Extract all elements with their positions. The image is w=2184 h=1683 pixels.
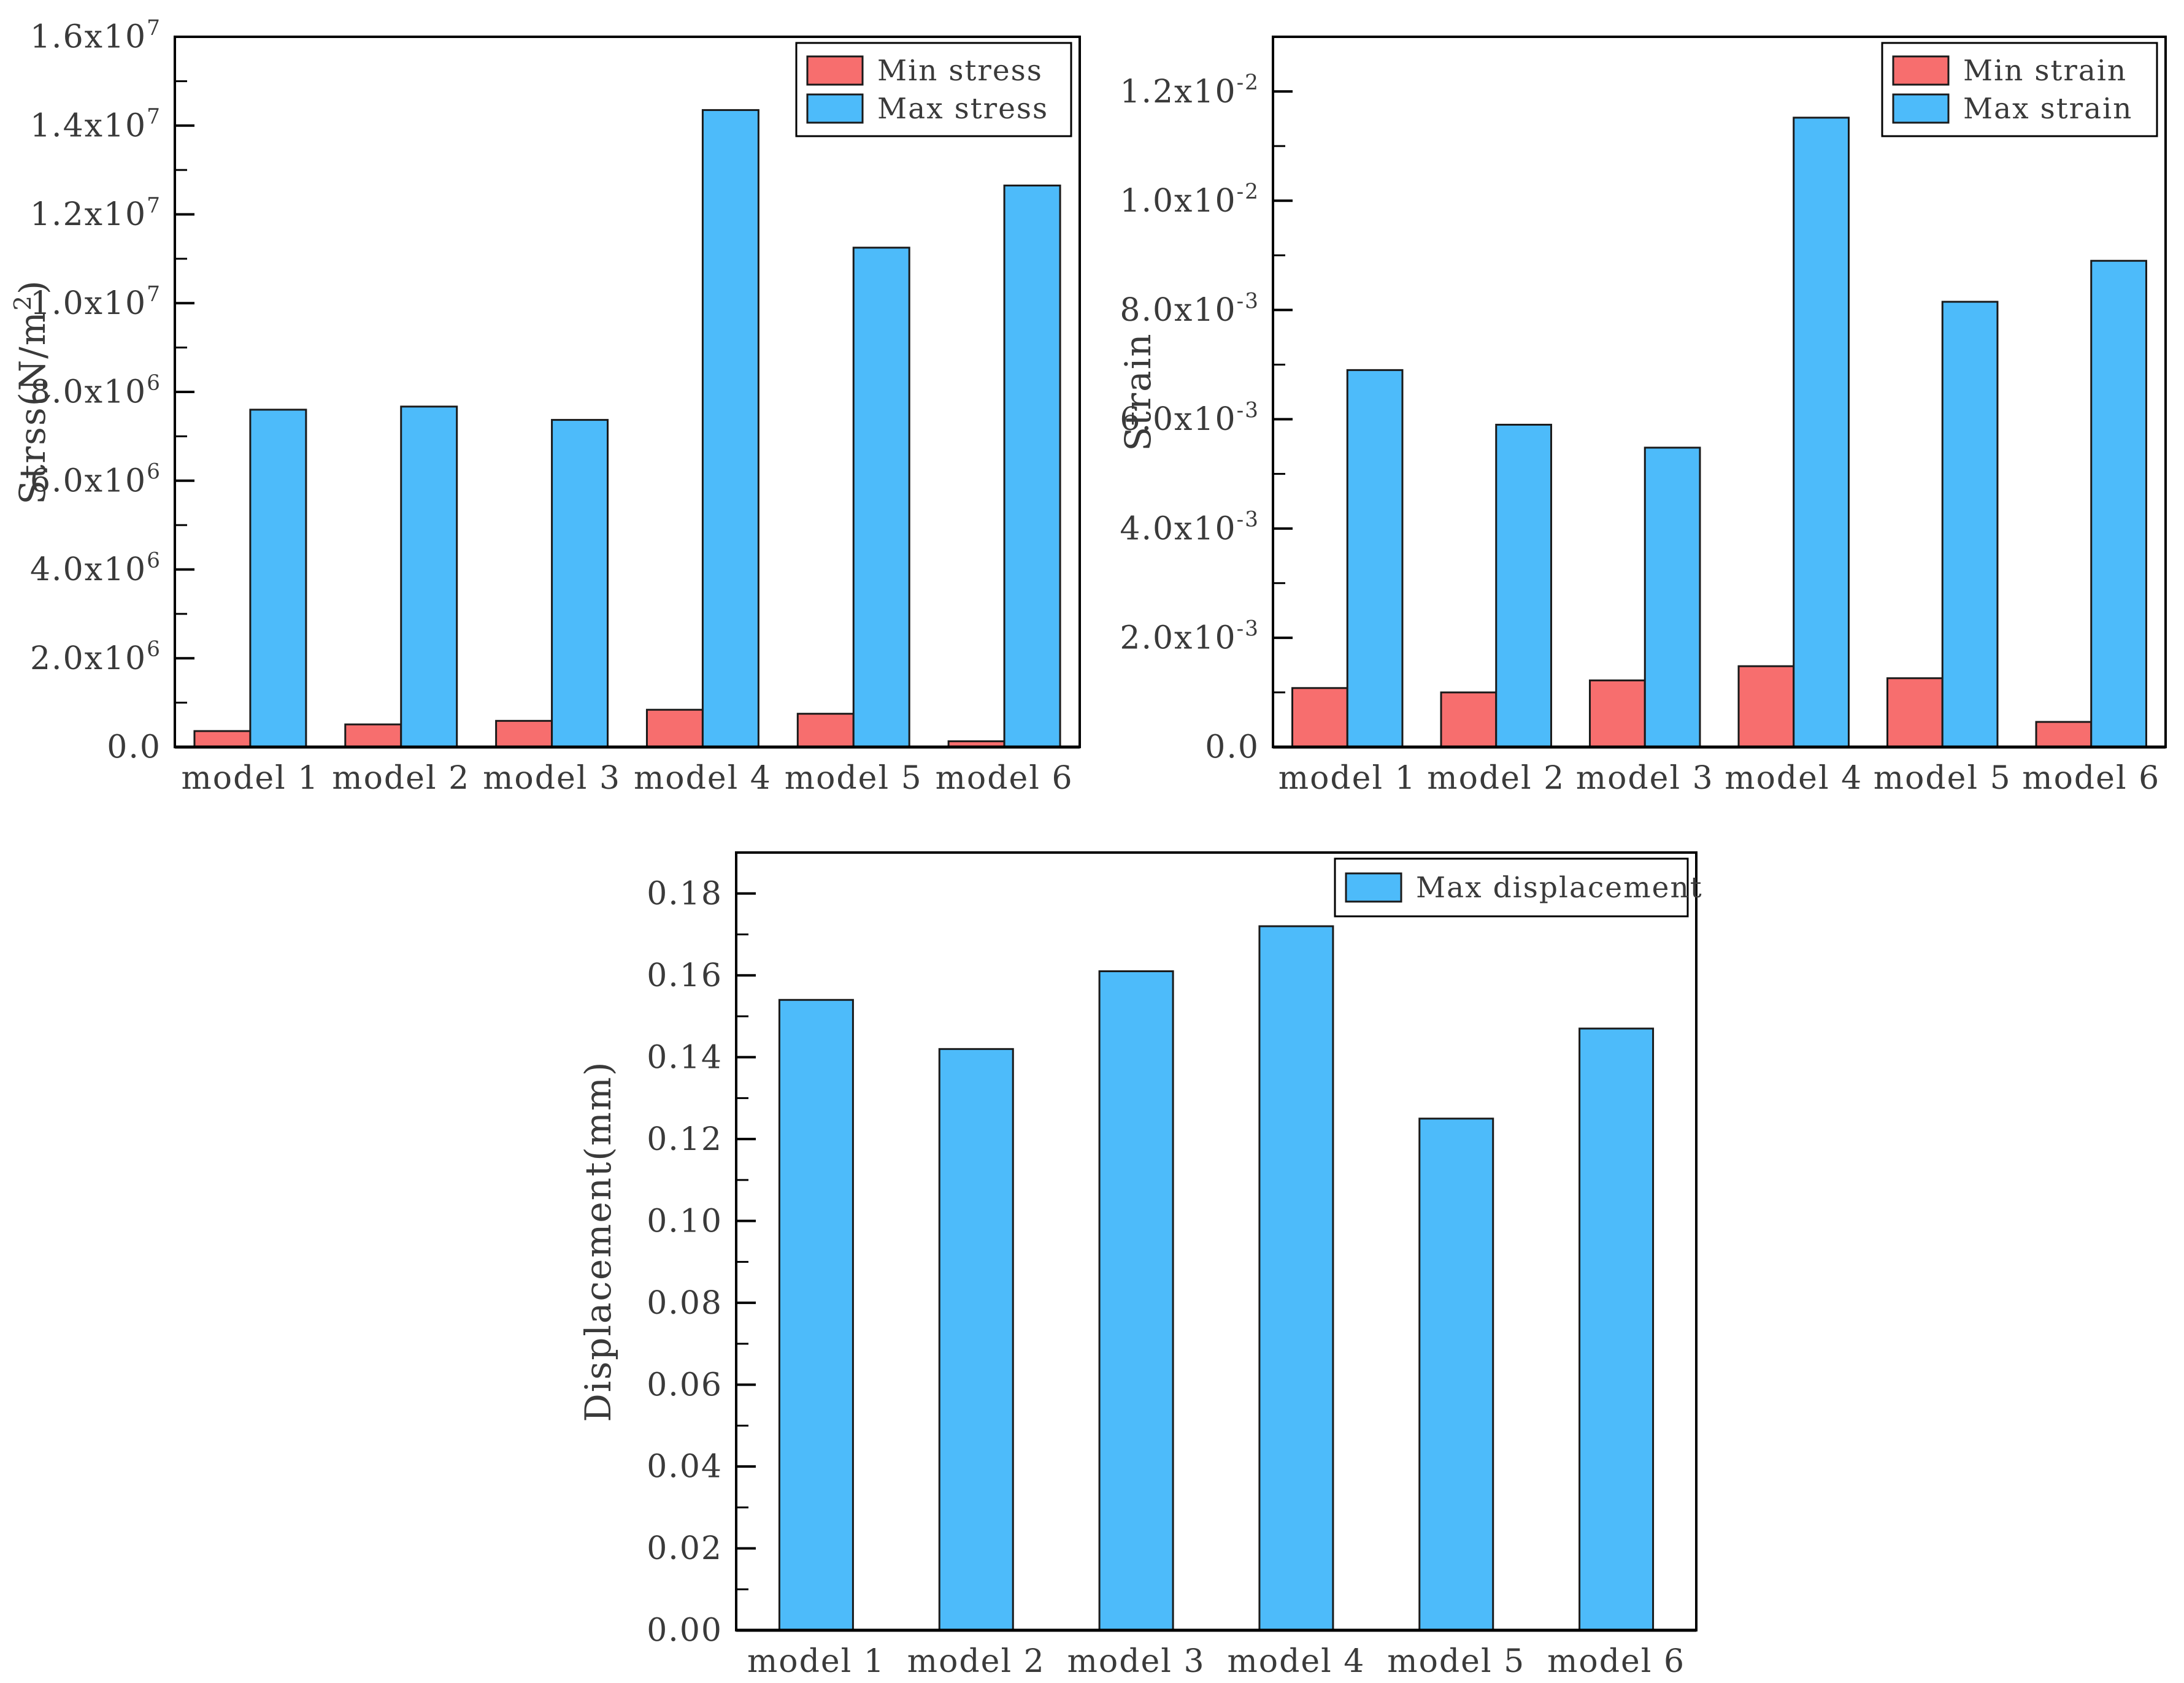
legend-label-min-stress: Min stress <box>877 54 1043 88</box>
bar-min-strain-model-1 <box>1291 687 1348 748</box>
stress-category-label: model 1 <box>181 760 319 797</box>
displacement-ytick-label: 0.12 <box>647 1121 723 1158</box>
displacement-chart: 0.00 0.02 0.04 0.06 0.08 0.10 0.12 0.14 0.16 0.18… <box>577 851 1703 1680</box>
stress-ytick-label: 8.0x106 <box>30 371 161 411</box>
stress-ytick-label: 1.0x107 <box>30 282 161 322</box>
strain-ytick-label: 4.0x10-3 <box>1120 508 1259 548</box>
bar-max-strain-model-1 <box>1346 369 1404 748</box>
displacement-plot-frame <box>735 851 1698 1631</box>
strain-legend: Min strain Max strain <box>1881 42 2158 137</box>
stress-ytick-label: 0.0 <box>107 729 161 766</box>
bar-max-displacement-model-2 <box>938 1048 1014 1631</box>
bar-min-strain-model-2 <box>1440 691 1498 748</box>
bar-max-displacement-model-6 <box>1578 1027 1655 1631</box>
strain-chart: 0.0 2.0x10-3 4.0x10-3 6.0x10-3 8.0x10-3 1.0x1… <box>1117 36 2167 797</box>
stress-ytick-label: 6.0x106 <box>30 460 161 500</box>
displacement-category-label: model 2 <box>907 1643 1045 1680</box>
displacement-ytick-label: 0.16 <box>647 957 723 994</box>
bar-max-stress-model-4 <box>701 109 759 748</box>
stress-chart: 0.0 2.0x106 4.0x106 6.0x106 8.0x106 1.0x107 1.… <box>9 16 1081 797</box>
bar-max-stress-model-1 <box>249 408 307 748</box>
bar-min-stress-model-4 <box>645 708 704 748</box>
legend-swatch-max-strain <box>1892 93 1950 124</box>
strain-ytick-label: 0.0 <box>1205 729 1259 766</box>
bar-max-strain-model-5 <box>1941 301 1999 748</box>
legend-label-min-strain: Min strain <box>1963 54 2127 88</box>
displacement-y-axis-title: Displacement(mm) <box>577 1060 619 1422</box>
strain-category-label: model 6 <box>2022 760 2160 797</box>
stress-ytick-label: 4.0x106 <box>30 548 161 588</box>
bar-max-stress-model-5 <box>852 247 910 748</box>
legend-label-max-stress: Max stress <box>877 92 1048 126</box>
displacement-category-label: model 5 <box>1387 1643 1525 1680</box>
bar-max-strain-model-4 <box>1793 117 1850 748</box>
displacement-ytick-label: 0.02 <box>647 1530 723 1567</box>
bar-max-stress-model-3 <box>551 419 609 748</box>
stress-category-label: model 4 <box>634 760 772 797</box>
bar-max-displacement-model-1 <box>778 999 854 1631</box>
displacement-ytick-label: 0.14 <box>647 1039 723 1076</box>
stress-ytick-label: 1.2x107 <box>30 193 161 233</box>
stress-ytick-label: 1.4x107 <box>30 105 161 145</box>
legend-label-max-strain: Max strain <box>1963 92 2132 126</box>
displacement-ytick-label: 0.10 <box>647 1203 723 1240</box>
strain-y-axis-title: Strain <box>1117 332 1159 451</box>
strain-category-label: model 5 <box>1874 760 2012 797</box>
stress-category-label: model 5 <box>785 760 923 797</box>
displacement-ytick-label: 0.06 <box>647 1367 723 1403</box>
strain-category-label: model 1 <box>1278 760 1417 797</box>
strain-category-label: model 3 <box>1576 760 1714 797</box>
bar-max-stress-model-2 <box>400 405 458 748</box>
displacement-ytick-label: 0.04 <box>647 1449 723 1486</box>
bar-min-stress-model-2 <box>344 723 402 748</box>
strain-ytick-label: 8.0x10-3 <box>1120 289 1259 329</box>
bar-min-stress-model-3 <box>495 719 553 748</box>
strain-category-label: model 4 <box>1725 760 1863 797</box>
bar-max-stress-model-6 <box>1003 184 1061 748</box>
bar-max-displacement-model-5 <box>1418 1118 1494 1631</box>
displacement-ytick-label: 0.08 <box>647 1285 723 1322</box>
legend-swatch-min-stress <box>806 55 864 86</box>
displacement-legend: Max displacement <box>1334 857 1703 918</box>
stress-legend: Min stress Max stress <box>795 42 1072 137</box>
stress-category-label: model 2 <box>332 760 470 797</box>
bar-max-strain-model-2 <box>1495 423 1552 748</box>
legend-label-max-displacement: Max displacement <box>1416 871 1703 905</box>
bar-min-stress-model-1 <box>193 730 252 748</box>
stress-ytick-label: 1.6x107 <box>30 16 161 56</box>
displacement-ytick-label: 0.18 <box>647 875 723 912</box>
stress-ytick-label: 2.0x106 <box>30 637 161 677</box>
bar-min-stress-model-5 <box>796 713 855 748</box>
strain-ytick-label: 6.0x10-3 <box>1120 398 1259 438</box>
bar-min-strain-model-5 <box>1886 677 1944 748</box>
stress-category-label: model 3 <box>483 760 621 797</box>
stress-plot-frame <box>174 36 1081 748</box>
displacement-category-label: model 6 <box>1547 1643 1685 1680</box>
bar-min-strain-model-4 <box>1737 665 1795 748</box>
bar-min-strain-model-3 <box>1589 679 1646 748</box>
strain-ytick-label: 1.0x10-2 <box>1120 180 1259 220</box>
legend-swatch-min-strain <box>1892 55 1950 86</box>
displacement-category-label: model 3 <box>1067 1643 1205 1680</box>
stress-y-axis-title: Strss(N/m2) <box>9 279 53 504</box>
strain-ytick-label: 2.0x10-3 <box>1120 617 1259 657</box>
displacement-ytick-label: 0.00 <box>647 1612 723 1649</box>
stress-category-label: model 6 <box>936 760 1074 797</box>
bar-max-strain-model-3 <box>1644 447 1701 748</box>
bar-max-displacement-model-4 <box>1258 925 1334 1631</box>
bar-max-displacement-model-3 <box>1098 970 1174 1631</box>
strain-plot-frame <box>1272 36 2167 748</box>
strain-category-label: model 2 <box>1427 760 1565 797</box>
displacement-category-label: model 1 <box>747 1643 885 1680</box>
bar-max-strain-model-6 <box>2090 259 2147 748</box>
strain-ytick-label: 1.2x10-2 <box>1120 71 1259 110</box>
legend-swatch-max-displacement <box>1345 872 1402 903</box>
bar-min-strain-model-6 <box>2035 721 2093 748</box>
legend-swatch-max-stress <box>806 93 864 124</box>
displacement-category-label: model 4 <box>1227 1643 1365 1680</box>
